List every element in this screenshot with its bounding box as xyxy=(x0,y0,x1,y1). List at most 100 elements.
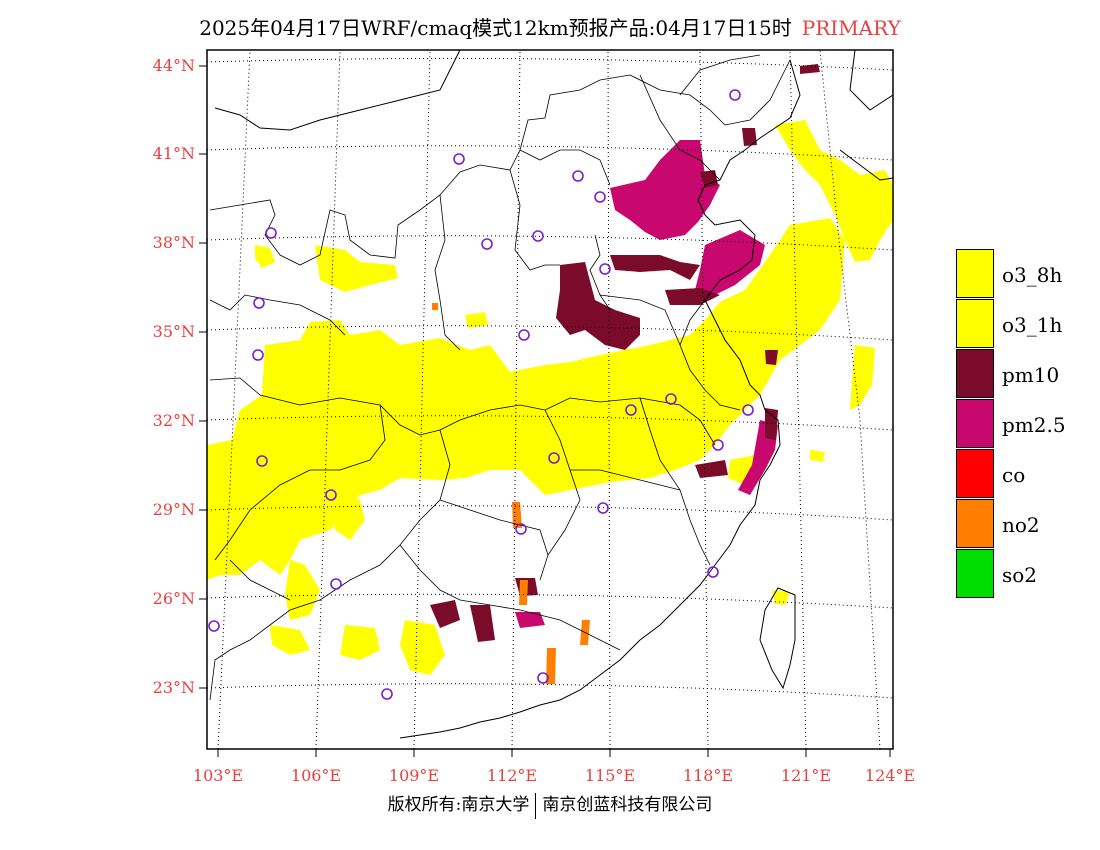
station-marker xyxy=(453,153,465,165)
legend-label: o3_8h xyxy=(1002,263,1063,287)
pm10-shandong xyxy=(665,288,720,305)
pm10-tianjin-edge xyxy=(700,170,718,188)
pm25-hebei-south xyxy=(695,230,765,295)
o3-shandong-coast xyxy=(850,345,875,410)
o3-sw-patch xyxy=(270,625,310,655)
axis-ticks xyxy=(199,65,891,757)
o3-south-patch-2 xyxy=(400,620,445,675)
pm10-hebei-band xyxy=(610,255,700,280)
station-marker xyxy=(625,404,637,416)
lat-label-29n: 29°N xyxy=(152,500,195,519)
station-marker xyxy=(572,170,584,182)
coastline xyxy=(399,59,801,739)
pm25-region xyxy=(515,140,778,628)
station-marker xyxy=(481,238,493,250)
copyright-owner: 版权所有:南京大学 xyxy=(387,795,530,815)
legend-swatch xyxy=(956,549,994,598)
map-title-text: 2025年04月17日WRF/cmaq模式12km预报产品:04月17日15时 xyxy=(199,16,792,40)
pm10-guangxi-2 xyxy=(470,605,495,642)
pm10-shanxi xyxy=(556,262,640,350)
station-marker xyxy=(330,578,342,590)
footer-divider xyxy=(535,792,537,819)
o3-taiwan-patch xyxy=(772,590,790,605)
o3-small-1 xyxy=(465,312,488,328)
no2-guangdong-3 xyxy=(519,580,528,605)
o3-mid-patch xyxy=(335,495,365,540)
legend-swatch xyxy=(956,449,994,498)
graticule xyxy=(207,50,893,749)
station-marker xyxy=(548,452,560,464)
lat-label-32n: 32°N xyxy=(152,411,195,430)
legend-swatch xyxy=(956,399,994,448)
lon-label-118e: 118°E xyxy=(682,766,734,785)
pm10-zhejiang xyxy=(695,460,728,478)
station-marker xyxy=(712,439,724,451)
legend-swatch xyxy=(956,299,994,348)
o3-south-patch-1 xyxy=(340,625,380,660)
legend-label: pm10 xyxy=(1002,363,1060,387)
pm25-guangxi xyxy=(515,612,545,628)
station-marker xyxy=(729,89,741,101)
pm10-anhui xyxy=(765,350,778,365)
primary-tag: PRIMARY xyxy=(801,16,901,40)
lon-label-109e: 109°E xyxy=(388,766,440,785)
station-marker xyxy=(594,191,606,203)
o3-main-band xyxy=(207,218,845,580)
station-markers xyxy=(208,89,754,700)
north-border xyxy=(214,50,461,131)
station-marker xyxy=(253,297,265,309)
lon-label-115e: 115°E xyxy=(584,766,636,785)
station-marker xyxy=(256,455,268,467)
lat-label-26n: 26°N xyxy=(152,589,195,608)
legend-label: so2 xyxy=(1002,563,1038,587)
lat-label-35n: 35°N xyxy=(152,322,195,341)
legend-label: no2 xyxy=(1002,513,1040,537)
no2-small xyxy=(432,303,438,310)
legend-swatch xyxy=(956,499,994,548)
station-marker xyxy=(532,230,544,242)
lon-label-121e: 121°E xyxy=(780,766,832,785)
legend-label: o3_1h xyxy=(1002,313,1063,337)
o3-hebei-patch xyxy=(315,245,398,292)
lon-label-112e: 112°E xyxy=(486,766,538,785)
lon-label-106e: 106°E xyxy=(290,766,342,785)
station-marker xyxy=(597,502,609,514)
legend-label: pm2.5 xyxy=(1002,413,1066,437)
o3-small-2 xyxy=(810,450,825,462)
lon-label-124e: 124°E xyxy=(864,766,916,785)
o3-north-patch xyxy=(255,245,275,268)
station-marker xyxy=(325,489,337,501)
taiwan-outline xyxy=(759,587,796,690)
no2-guangdong-1 xyxy=(546,648,556,684)
o3-region xyxy=(207,120,893,675)
station-marker xyxy=(381,688,393,700)
no2-region xyxy=(432,303,590,684)
map-title: 2025年04月17日WRF/cmaq模式12km预报产品:04月17日15时 P… xyxy=(0,12,1100,41)
station-marker xyxy=(208,620,220,632)
lat-label-44n: 44°N xyxy=(152,56,195,75)
station-marker xyxy=(515,523,527,535)
station-marker xyxy=(742,404,754,416)
legend-label: co xyxy=(1002,463,1026,487)
station-marker xyxy=(537,672,549,684)
legend-swatch xyxy=(956,249,994,298)
legend-swatch xyxy=(956,349,994,398)
station-marker xyxy=(599,263,611,275)
pm10-coast xyxy=(765,408,778,440)
station-marker xyxy=(665,393,677,405)
copyright-footer: 版权所有:南京大学 南京创蓝科技有限公司 xyxy=(0,790,1100,819)
copyright-company: 南京创蓝科技有限公司 xyxy=(542,795,713,815)
o3-guangxi-patch xyxy=(285,560,320,620)
station-marker xyxy=(265,227,277,239)
pm10-liaoning xyxy=(742,128,757,146)
pm25-zhejiang xyxy=(738,420,778,495)
station-marker xyxy=(252,349,264,361)
map-frame xyxy=(206,49,894,750)
lat-label-38n: 38°N xyxy=(152,233,195,252)
pm10-guangxi-1 xyxy=(430,600,460,628)
station-marker xyxy=(707,566,719,578)
pm25-beijing-tianjin xyxy=(610,140,720,240)
lon-label-103e: 103°E xyxy=(192,766,244,785)
station-marker xyxy=(518,329,530,341)
